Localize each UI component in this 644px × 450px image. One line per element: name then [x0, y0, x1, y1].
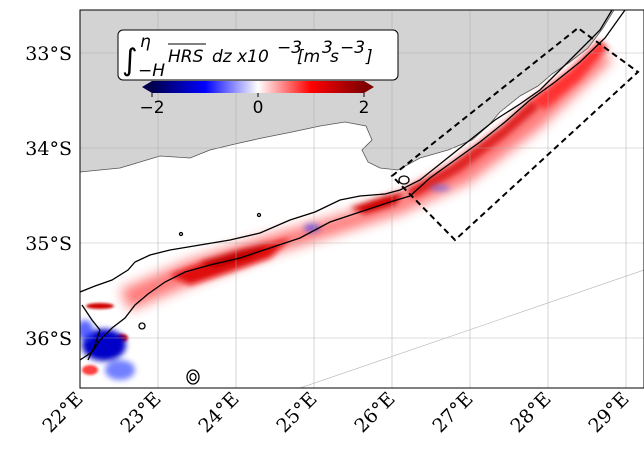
lon-label: 29°E — [584, 388, 633, 437]
longitude-labels: 22°E 23°E 24°E 25°E 26°E 27°E 28°E 29°E — [38, 388, 633, 437]
lat-label: 34°S — [25, 138, 72, 160]
lon-label: 27°E — [428, 388, 477, 437]
lon-label: 25°E — [272, 388, 321, 437]
legend-expression: dz x10 — [212, 47, 269, 67]
legend-units-exp1: 3 — [322, 38, 333, 58]
lat-label: 33°S — [25, 43, 72, 65]
colorbar-tick: 2 — [359, 98, 370, 118]
colorbar-legend: ∫ η −H HRS dz x10 −3 [m 3 s −3 ] −2 0 2 — [117, 29, 399, 118]
legend-units-open: [m — [297, 47, 320, 67]
legend-units-mid: s — [330, 47, 339, 67]
lat-label: 36°S — [25, 328, 72, 350]
lon-label: 24°E — [194, 388, 243, 437]
plot-frame — [79, 9, 644, 389]
legend-units-exp2: −3 — [340, 38, 365, 58]
integral-lower-limit: −H — [138, 61, 165, 81]
legend-quantity: HRS — [168, 47, 204, 67]
study-region-box — [390, 26, 640, 242]
lon-label: 28°E — [506, 388, 555, 437]
lat-label: 35°S — [25, 233, 72, 255]
lon-label: 22°E — [38, 388, 87, 437]
colorbar-tick: −2 — [139, 98, 164, 118]
lon-label: 26°E — [350, 388, 399, 437]
integral-upper-limit: η — [140, 32, 151, 52]
lon-label: 23°E — [116, 388, 165, 437]
isobath-contours — [80, 10, 626, 385]
integral-sign: ∫ — [122, 43, 138, 78]
latitude-labels: 33°S 34°S 35°S 36°S — [25, 43, 72, 350]
colorbar-tick: 0 — [253, 98, 264, 118]
legend-exponent: −3 — [277, 38, 302, 58]
colorbar: −2 0 2 — [139, 81, 374, 118]
legend-units-close: ] — [365, 47, 373, 67]
